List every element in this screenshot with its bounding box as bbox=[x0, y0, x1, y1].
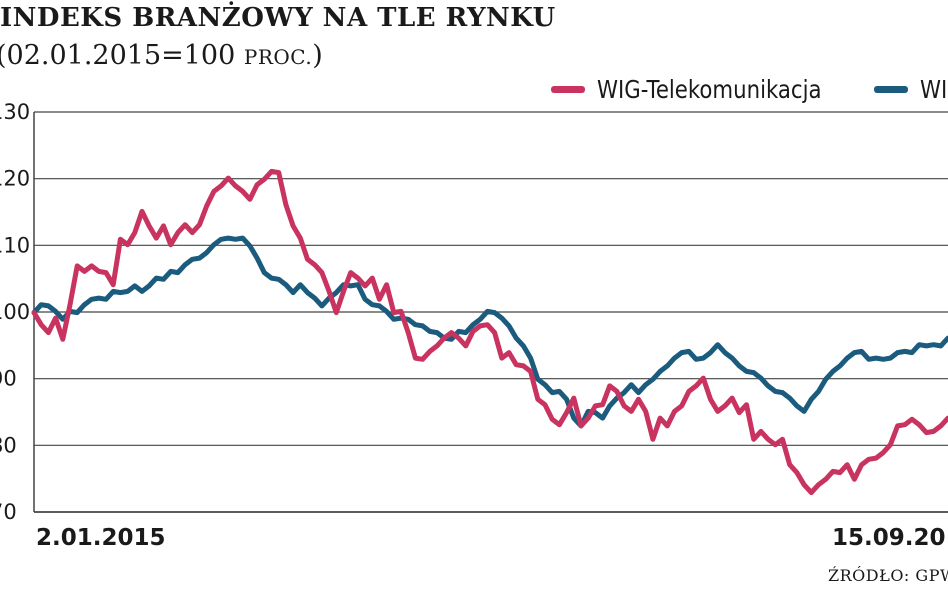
y-tick-label-100: 100 bbox=[0, 300, 30, 324]
source-note: ŹRÓDŁO: GPW bbox=[828, 566, 948, 585]
x-tick-label-end: 15.09.2016 bbox=[832, 525, 948, 551]
y-tick-label-130: 130 bbox=[0, 100, 30, 124]
chart-subtitle: (02.01.2015=100 PROC.) bbox=[0, 40, 323, 71]
legend-label-telekomunikacja: WIG-Telekomunikacja bbox=[597, 75, 822, 104]
y-tick-label-110: 110 bbox=[0, 233, 30, 257]
subtitle-main: (02.01.2015=100 bbox=[0, 40, 244, 71]
y-tick-label-80: 80 bbox=[0, 433, 17, 457]
legend-swatch-telekomunikacja bbox=[551, 86, 585, 93]
series-line-wig bbox=[31, 235, 948, 429]
y-tick-label-70: 70 bbox=[0, 500, 17, 524]
y-tick-label-120: 120 bbox=[0, 167, 30, 191]
y-tick-label-90: 90 bbox=[0, 367, 17, 391]
legend-label-wig: WIG bbox=[920, 75, 948, 104]
chart-title: INDEKS BRANŻOWY NA TLE RYNKU bbox=[0, 3, 556, 33]
series-line-wig-telekomunikacja bbox=[31, 168, 948, 496]
subtitle-end: ) bbox=[312, 40, 323, 71]
legend-swatch-wig bbox=[874, 86, 908, 93]
x-tick-label-start: 2.01.2015 bbox=[36, 525, 166, 551]
subtitle-unit: PROC. bbox=[243, 45, 313, 69]
